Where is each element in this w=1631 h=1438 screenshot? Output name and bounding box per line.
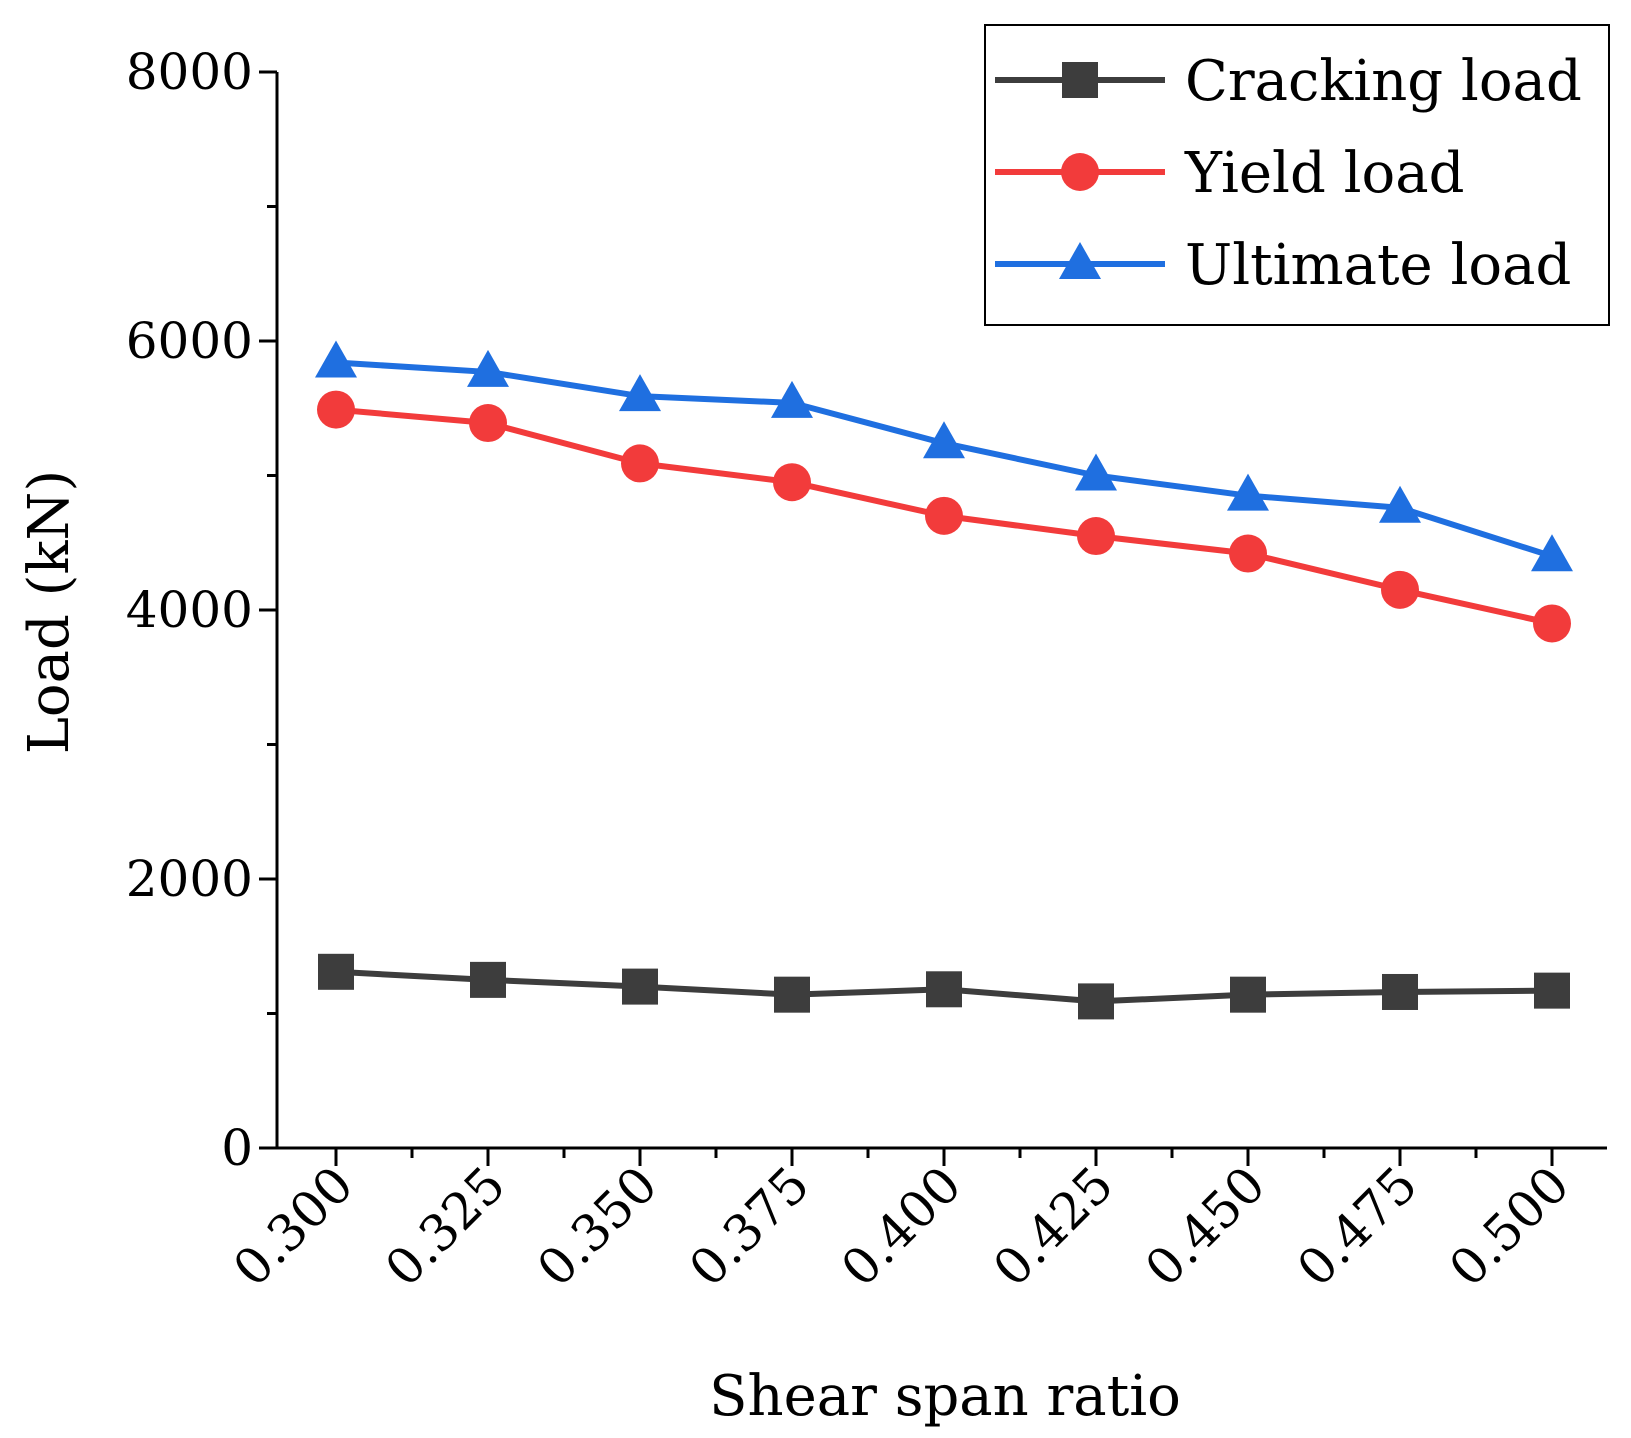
legend-item-ultimate-load: Ultimate load <box>995 233 1571 298</box>
data-point-ultimate-load <box>1227 473 1269 511</box>
data-point-yield-load <box>1381 570 1419 609</box>
y-tick-label: 2000 <box>126 850 253 908</box>
legend-label: Ultimate load <box>1185 233 1571 298</box>
data-point-ultimate-load <box>619 374 661 412</box>
x-tick-label: 0.500 <box>1438 1155 1580 1297</box>
data-point-ultimate-load <box>1531 534 1573 572</box>
x-tick-label: 0.350 <box>526 1155 668 1297</box>
data-point-ultimate-load <box>923 421 965 459</box>
data-point-cracking-load <box>622 968 658 1005</box>
legend-marker <box>1059 242 1101 279</box>
data-point-yield-load <box>925 496 963 535</box>
y-tick-label: 8000 <box>126 43 253 101</box>
data-point-yield-load <box>1077 517 1115 556</box>
y-tick-label: 6000 <box>126 312 253 370</box>
data-point-ultimate-load <box>1075 453 1117 491</box>
legend: Cracking load Yield load Ultimate load <box>984 24 1610 326</box>
legend-marker <box>1061 153 1099 191</box>
data-point-ultimate-load <box>771 380 813 418</box>
data-point-cracking-load <box>1078 983 1114 1020</box>
x-tick-label: 0.450 <box>1134 1155 1276 1297</box>
y-axis-title: Load (kN) <box>17 470 82 755</box>
series-yield-load <box>317 390 1571 643</box>
legend-label: Cracking load <box>1185 49 1582 114</box>
data-point-ultimate-load <box>315 340 357 378</box>
legend-item-yield-load: Yield load <box>995 141 1464 206</box>
data-point-ultimate-load <box>467 349 509 387</box>
series-ultimate-load <box>315 340 1573 572</box>
x-axis-title: Shear span ratio <box>709 1364 1181 1429</box>
series-layer <box>315 340 1573 1020</box>
y-tick-label: 0 <box>221 1119 253 1177</box>
x-tick-label: 0.325 <box>374 1155 516 1297</box>
y-tick-label: 4000 <box>126 581 253 639</box>
legend-marker <box>1062 62 1098 98</box>
data-point-yield-load <box>621 444 659 483</box>
data-point-cracking-load <box>318 953 354 990</box>
data-point-yield-load <box>1229 534 1267 573</box>
x-tick-label: 0.475 <box>1286 1155 1428 1297</box>
data-point-cracking-load <box>774 976 810 1013</box>
data-point-yield-load <box>773 463 811 502</box>
data-point-yield-load <box>1533 604 1571 643</box>
data-point-yield-load <box>317 390 355 429</box>
legend-item-cracking-load: Cracking load <box>995 49 1582 114</box>
series-cracking-load <box>318 953 1570 1020</box>
data-point-cracking-load <box>1230 976 1266 1013</box>
x-tick-label: 0.375 <box>678 1155 820 1297</box>
data-point-yield-load <box>469 404 507 443</box>
data-point-cracking-load <box>470 961 506 998</box>
data-point-cracking-load <box>1382 973 1418 1010</box>
data-point-cracking-load <box>1534 972 1570 1009</box>
x-tick-label: 0.400 <box>830 1155 972 1297</box>
data-point-ultimate-load <box>1379 485 1421 523</box>
data-point-cracking-load <box>926 971 962 1008</box>
legend-label: Yield load <box>1184 141 1464 206</box>
x-tick-label: 0.425 <box>982 1155 1124 1297</box>
